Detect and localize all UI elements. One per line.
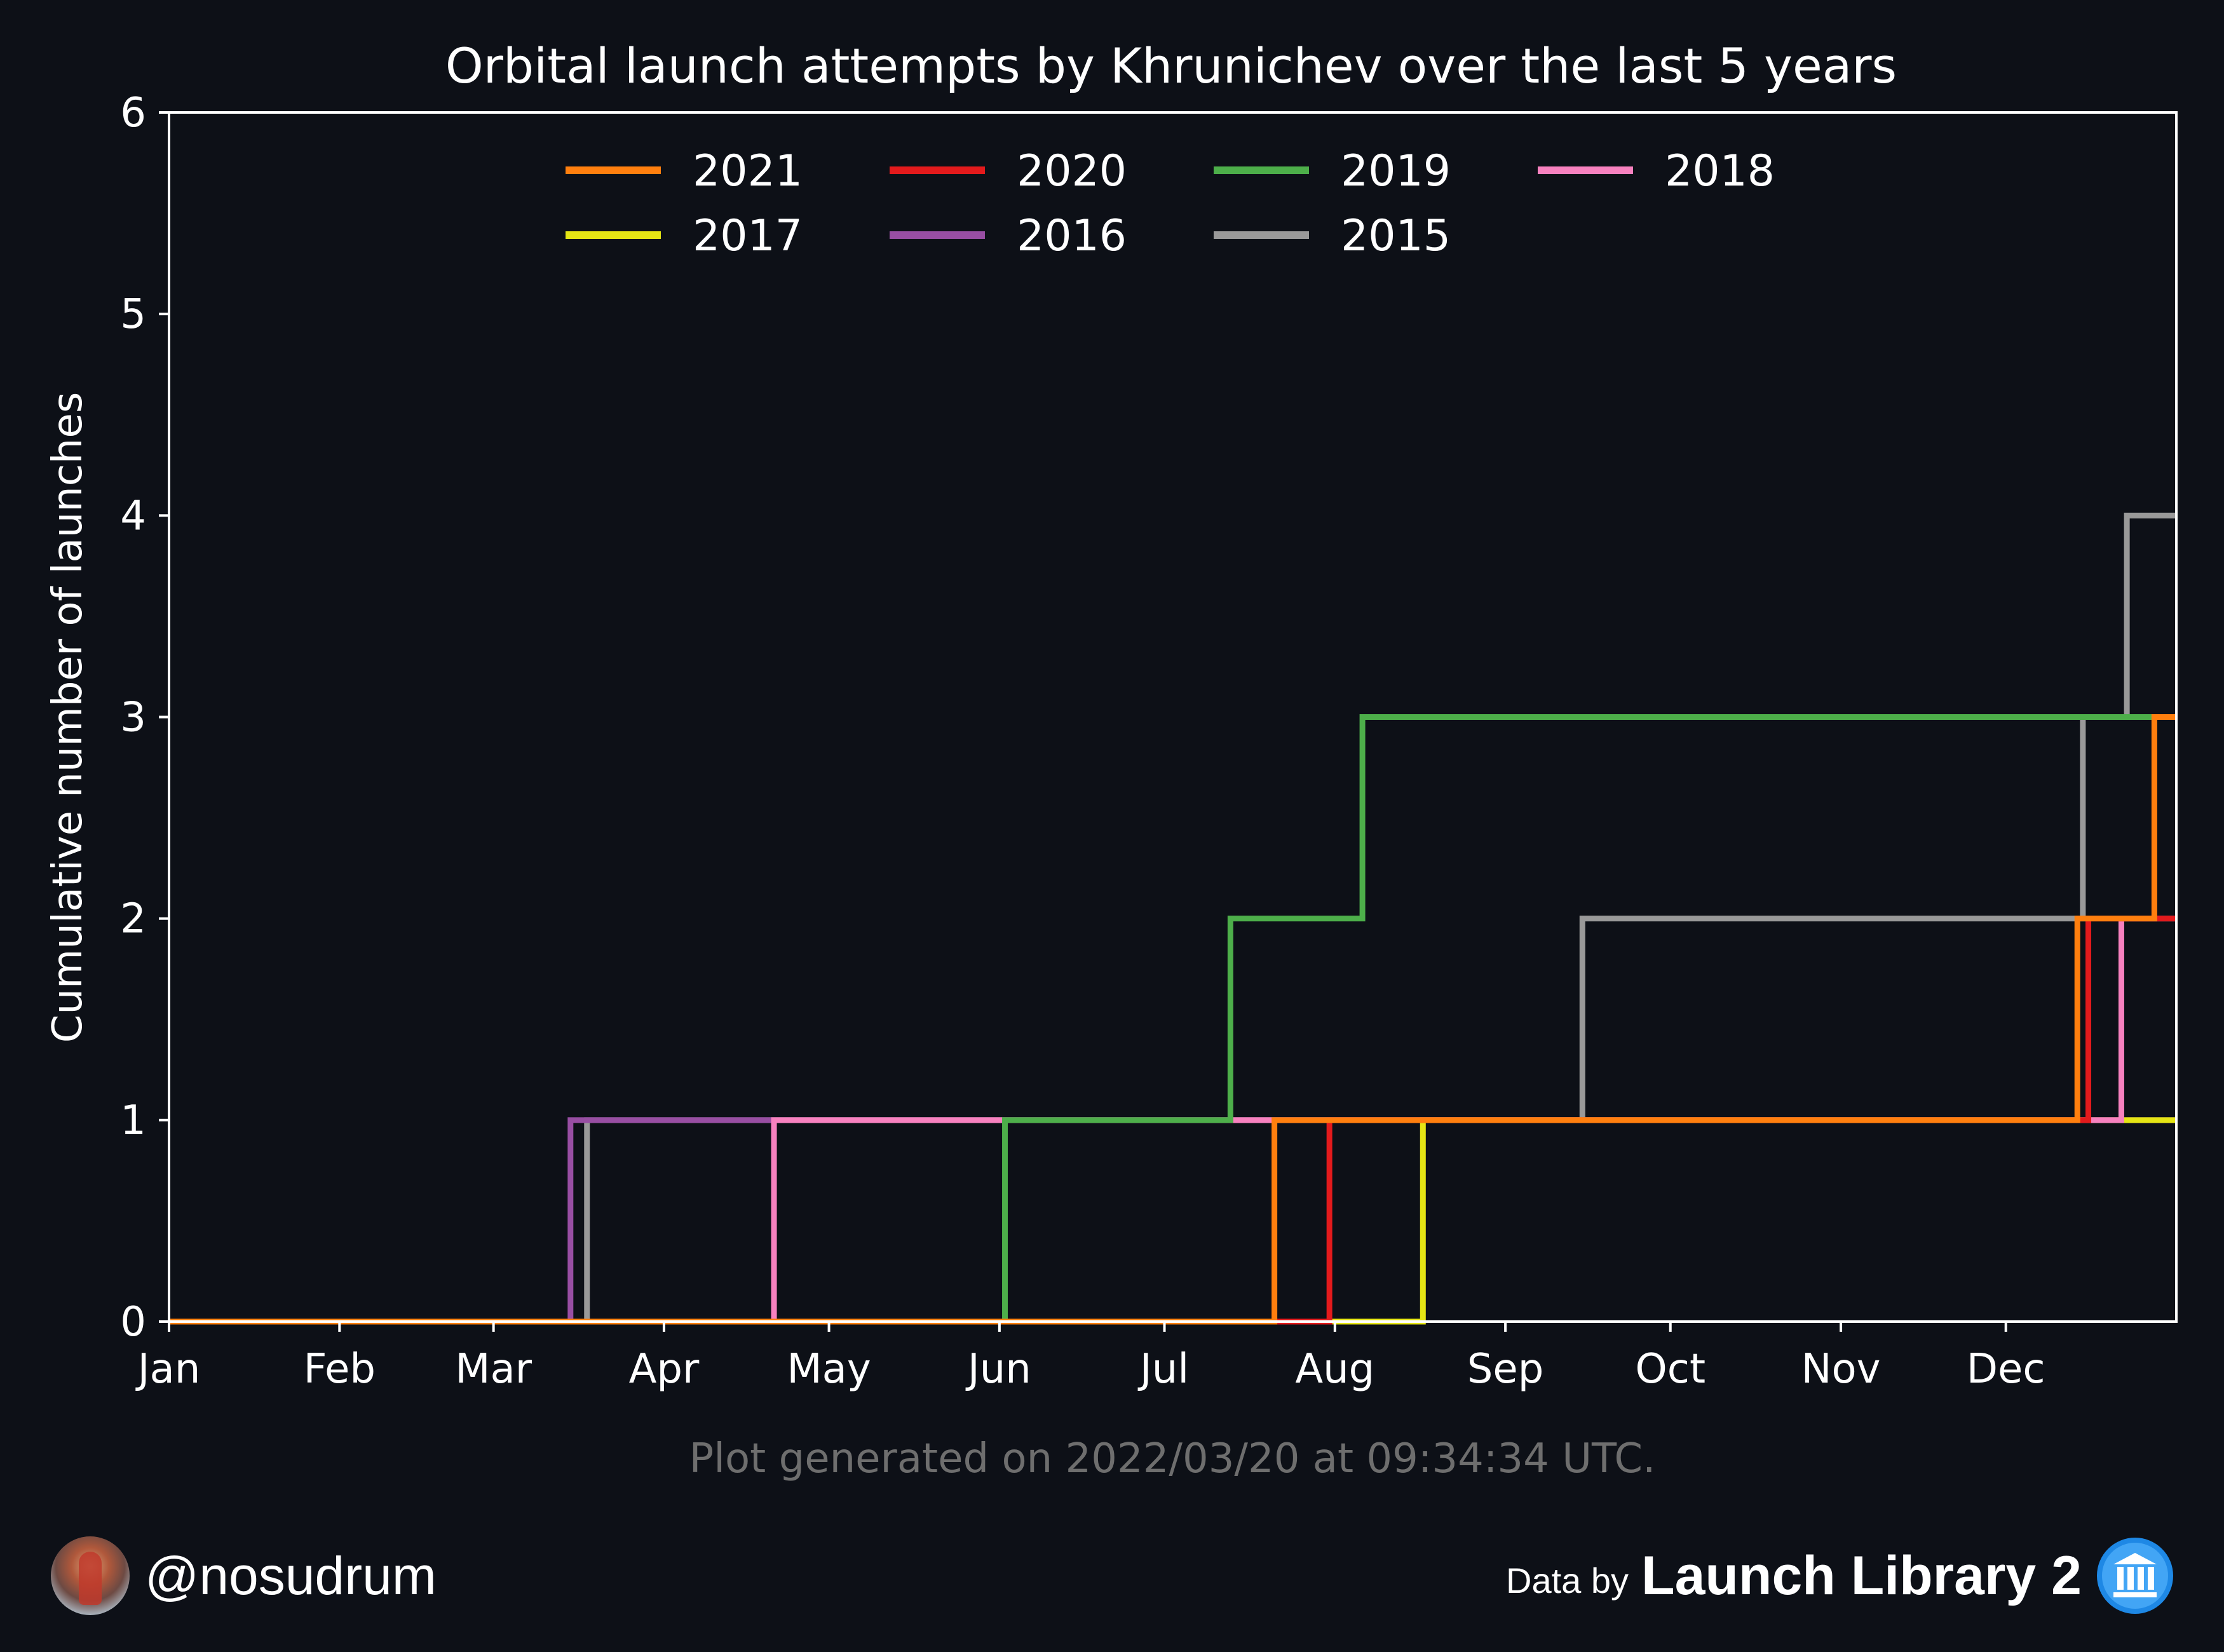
legend-label-2016: 2016 [1017, 211, 1127, 261]
avatar [51, 1536, 130, 1615]
y-tick-label: 6 [120, 90, 146, 137]
author-handle: @nosudrum [145, 1546, 437, 1606]
x-tick-label: Mar [455, 1346, 532, 1393]
y-tick-label: 2 [120, 896, 146, 943]
launch-library-logo-icon [2097, 1538, 2173, 1614]
series-layer [169, 512, 2176, 1325]
legend-label-2017: 2017 [693, 211, 803, 261]
x-tick-label: Jan [135, 1346, 201, 1393]
x-tick-label: Apr [629, 1346, 700, 1393]
legend-label-2019: 2019 [1341, 146, 1451, 196]
x-tick-label: Oct [1635, 1346, 1705, 1393]
author-credit: @nosudrum [51, 1536, 437, 1615]
series-line-2015 [169, 512, 2176, 1325]
legend-label-2020: 2020 [1017, 146, 1127, 196]
x-tick-label: Aug [1295, 1346, 1374, 1393]
x-tick-label: Sep [1467, 1346, 1544, 1393]
series-line-2021 [169, 714, 2176, 1325]
y-tick-label: 4 [120, 492, 146, 539]
x-tick-label: Feb [304, 1346, 376, 1393]
x-tick-label: Jun [965, 1346, 1031, 1393]
chart-title: Orbital launch attempts by Khrunichev ov… [445, 37, 1897, 94]
legend-label-2015: 2015 [1341, 211, 1451, 261]
x-tick-label: May [787, 1346, 871, 1393]
series-line-2017 [169, 1117, 2176, 1325]
launch-library-name: Launch Library 2 [1641, 1545, 2082, 1606]
axes-layer: 0 1 2 3 4 5 6 Jan Feb Mar Apr May Jun Jul Aug Sep Oct Nov… [120, 90, 2045, 1393]
x-tick-label: Nov [1801, 1346, 1881, 1393]
series-line-2016 [169, 1117, 2176, 1325]
generated-note: Plot generated on 2022/03/20 at 09:34:34… [689, 1435, 1656, 1482]
legend-label-2018: 2018 [1665, 146, 1775, 196]
y-tick-label: 5 [120, 291, 146, 338]
data-source-credit: Data by Launch Library 2 [1506, 1536, 2174, 1615]
x-tick-label: Dec [1967, 1346, 2045, 1393]
y-tick-label: 1 [120, 1097, 146, 1144]
data-by-label: Data by [1506, 1560, 1629, 1601]
y-tick-label: 3 [120, 694, 146, 741]
legend-label-2021: 2021 [693, 146, 803, 196]
legend: 2021 2020 2019 2018 2017 2016 2015 [566, 146, 1775, 261]
series-line-2019 [169, 714, 2176, 1325]
y-axis-label: Cumulative number of launches [44, 392, 92, 1043]
y-tick-label: 0 [120, 1299, 146, 1346]
x-tick-label: Jul [1137, 1346, 1189, 1393]
